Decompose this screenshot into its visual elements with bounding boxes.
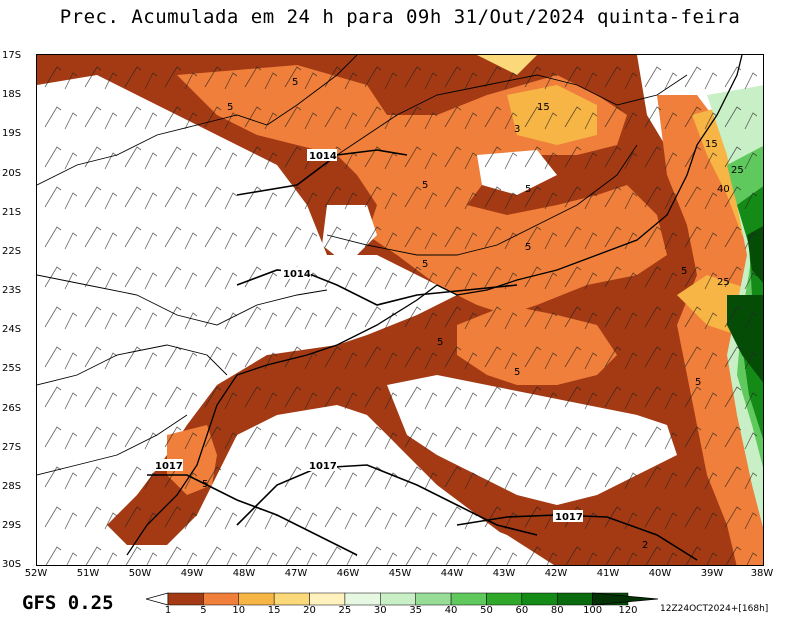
colorbar-tick-label: 1 [164, 605, 172, 616]
lat-label: 26S [2, 403, 22, 414]
precip-label: 5 [681, 266, 687, 277]
map-canvas: 1014 1014 1017 1017 1017 5 5 5 5 5 5 5 5… [37, 55, 763, 565]
lat-label: 30S [2, 559, 22, 570]
state-border [37, 414, 188, 476]
lon-label: 40W [648, 568, 672, 579]
colorbar-tick-label: 100 [583, 605, 603, 616]
precip-label: 5 [695, 377, 701, 388]
lon-label: 51W [76, 568, 100, 579]
isobar-label: 1017 [309, 461, 337, 472]
colorbar-swatch [203, 592, 240, 606]
colorbar-tick-label: 35 [409, 605, 423, 616]
precip-label: 5 [525, 184, 531, 195]
colorbar-swatch [309, 592, 346, 606]
precip-label: 5 [525, 242, 531, 253]
colorbar-swatch [556, 592, 593, 606]
isobar-label: 1014 [309, 151, 337, 162]
lat-label: 21S [2, 207, 22, 218]
lat-label: 23S [2, 285, 22, 296]
colorbar-swatch [273, 592, 310, 606]
lon-label: 41W [596, 568, 620, 579]
colorbar [146, 592, 659, 606]
isobar-label: 1017 [155, 461, 183, 472]
colorbar-tick-label: 120 [618, 605, 638, 616]
precip-label: 5 [227, 102, 233, 113]
precip-label: 15 [705, 139, 718, 150]
lon-label: 44W [440, 568, 464, 579]
lon-label: 45W [388, 568, 412, 579]
state-border [37, 344, 228, 386]
colorbar-swatch [380, 592, 416, 606]
lon-label: 43W [492, 568, 516, 579]
precip-label: 15 [537, 102, 550, 113]
lat-label: 18S [2, 89, 22, 100]
colorbar-swatch [415, 592, 452, 606]
lon-label: 42W [544, 568, 568, 579]
colorbar-tick-label: 15 [267, 605, 281, 616]
precip-label: 40 [717, 184, 730, 195]
precip-label: 2 [642, 540, 648, 551]
colorbar-tick-label: 80 [550, 605, 564, 616]
lat-label: 27S [2, 442, 22, 453]
colorbar-tick-label: 10 [232, 605, 246, 616]
lat-label: 24S [2, 324, 22, 335]
lon-label: 47W [284, 568, 308, 579]
colorbar-tick-label: 50 [480, 605, 493, 616]
colorbar-swatch [344, 592, 381, 606]
lat-label: 17S [2, 50, 22, 61]
precip-label: 25 [717, 277, 730, 288]
lon-label: 48W [232, 568, 256, 579]
lon-label: 38W [750, 568, 774, 579]
lon-label: 39W [700, 568, 724, 579]
colorbar-tick-label: 40 [444, 605, 458, 616]
colorbar-swatch [450, 592, 487, 606]
precip-label: 5 [202, 479, 208, 490]
coastline [126, 55, 743, 556]
colorbar-swatch [238, 592, 275, 606]
lat-label: 29S [2, 520, 22, 531]
colorbar-tick-label: 60 [515, 605, 529, 616]
precip-label: 5 [437, 337, 443, 348]
precip-label: 5 [514, 367, 520, 378]
precip-label: 25 [731, 165, 744, 176]
lat-label: 28S [2, 481, 22, 492]
colorbar-swatch [486, 592, 523, 606]
isobar-labels: 1014 1014 1017 1017 1017 [153, 149, 583, 523]
colorbar-tick-label: 5 [200, 605, 207, 616]
isobar-label: 1017 [555, 512, 583, 523]
lon-label: 46W [336, 568, 360, 579]
precip-label: 5 [422, 180, 428, 191]
state-border [326, 144, 638, 256]
precip-label: 5 [292, 77, 298, 88]
precip-label: 3 [514, 124, 520, 135]
state-border [37, 274, 328, 326]
precip-labels: 5 5 5 5 5 5 5 5 5 5 3 15 15 25 40 25 2 5 [202, 77, 744, 551]
isobar-label: 1014 [283, 269, 311, 280]
colorbar-swatch [167, 592, 204, 606]
precipitation-map[interactable]: 1014 1014 1017 1017 1017 5 5 5 5 5 5 5 5… [36, 54, 764, 566]
precip-label: 5 [422, 259, 428, 270]
colorbar-arrow-high [592, 592, 659, 606]
lat-label: 25S [2, 363, 22, 374]
isobar-line [147, 474, 358, 556]
state-border [336, 74, 688, 156]
run-info: 12Z24OCT2024+[168h] [660, 604, 769, 614]
map-title: Prec. Acumulada em 24 h para 09h 31/Out/… [59, 6, 741, 28]
lon-label: 50W [128, 568, 152, 579]
isobar-line [236, 464, 538, 536]
lon-label: 52W [24, 568, 48, 579]
model-label: GFS 0.25 [22, 592, 114, 614]
lat-label: 22S [2, 246, 22, 257]
lon-label: 49W [180, 568, 204, 579]
state-border [37, 55, 358, 186]
colorbar-arrow-low [146, 592, 169, 606]
colorbar-tick-label: 25 [338, 605, 352, 616]
colorbar-swatch [521, 592, 558, 606]
colorbar-tick-label: 30 [373, 605, 387, 616]
colorbar-tick-label: 20 [303, 605, 316, 616]
lat-label: 19S [2, 128, 22, 139]
lat-label: 20S [2, 168, 22, 179]
